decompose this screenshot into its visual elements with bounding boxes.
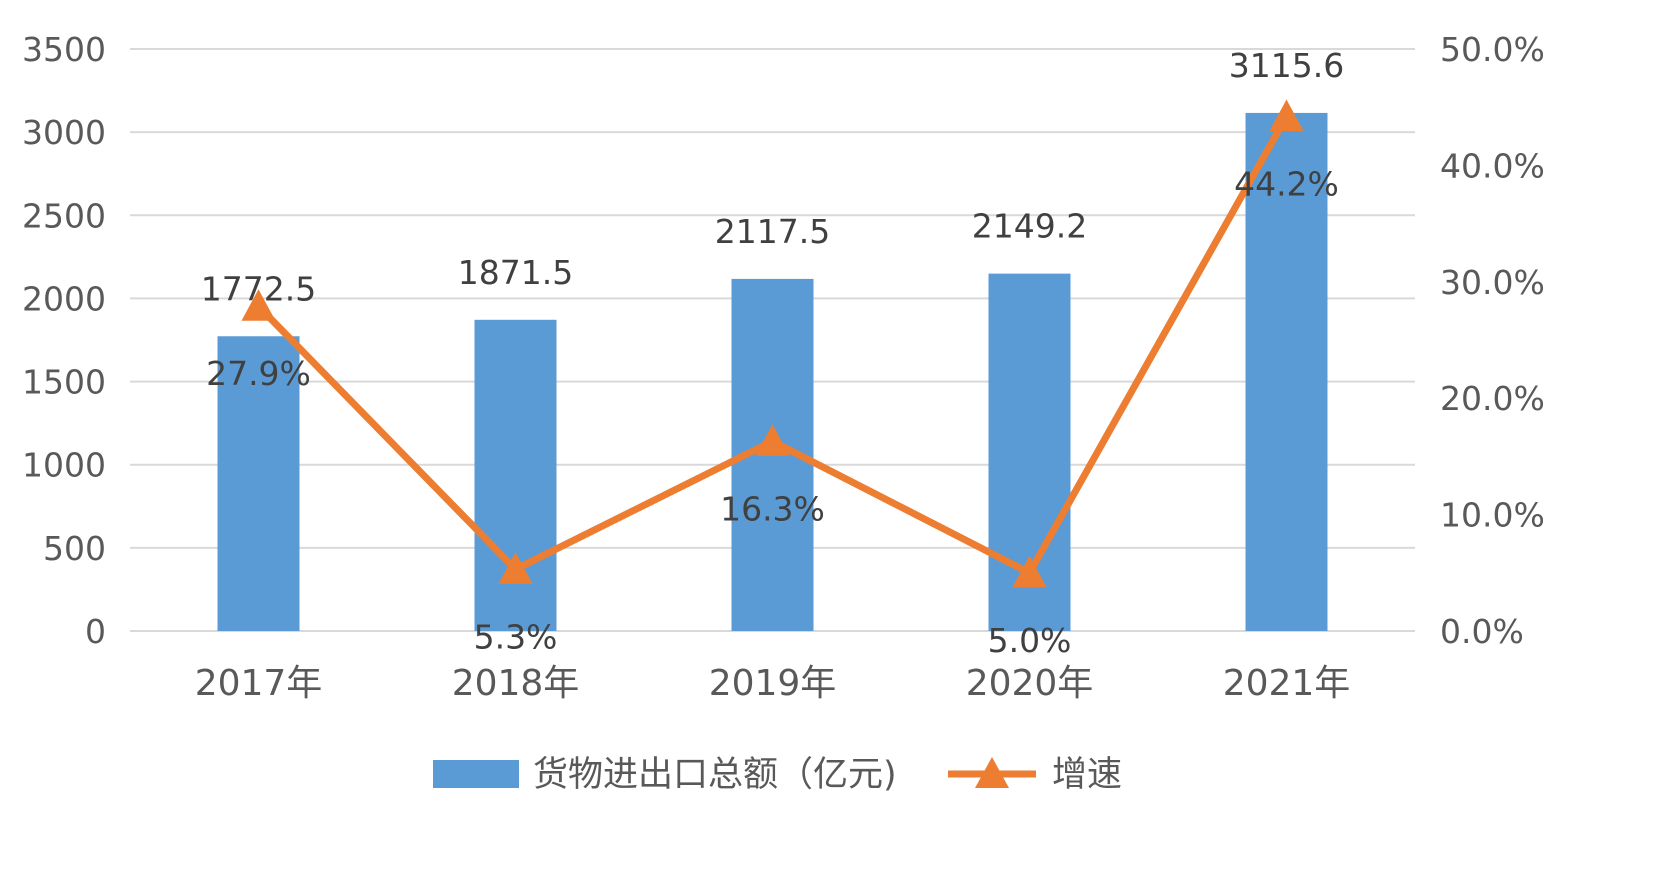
line-data-label: 44.2%: [1234, 165, 1339, 204]
x-tick-label: 2017年: [195, 663, 323, 704]
bar: [1245, 112, 1328, 631]
bar: [474, 319, 557, 631]
x-tick-label: 2018年: [452, 663, 580, 704]
y-left-tick-label: 0: [85, 612, 106, 651]
bar-data-label: 2149.2: [972, 207, 1087, 246]
y-left-tick-label: 1000: [22, 446, 106, 485]
line-data-label: 5.3%: [474, 617, 558, 656]
y-left-tick-label: 2000: [22, 279, 106, 318]
y-left-tick-label: 3000: [22, 113, 106, 152]
legend-label-line: 增速: [1052, 755, 1122, 795]
x-tick-label: 2019年: [709, 663, 837, 704]
bar-data-label: 3115.6: [1229, 46, 1344, 85]
y-right-tick-label: 0.0%: [1440, 612, 1524, 651]
y-right-tick-label: 10.0%: [1440, 496, 1545, 535]
y-left-tick-label: 2500: [22, 196, 106, 235]
y-right-tick-label: 30.0%: [1440, 263, 1545, 302]
legend-swatch-marker: [975, 757, 1009, 788]
line-marker: [1269, 99, 1304, 131]
y-right-tick-label: 50.0%: [1440, 30, 1545, 69]
y-right-tick-label: 40.0%: [1440, 146, 1545, 185]
line-marker: [755, 424, 790, 456]
y-left-tick-label: 500: [43, 529, 106, 568]
y-right-tick-label: 20.0%: [1440, 379, 1545, 418]
x-tick-label: 2020年: [966, 663, 1094, 704]
y-left-tick-label: 1500: [22, 363, 106, 402]
legend-swatch-bar: [433, 760, 519, 788]
line-marker: [241, 289, 276, 321]
legend-label-bar: 货物进出口总额（亿元): [533, 755, 897, 795]
line-marker: [1012, 555, 1047, 588]
x-tick-label: 2021年: [1223, 663, 1351, 704]
bar-data-label: 1871.5: [458, 253, 573, 292]
line-data-label: 5.0%: [988, 621, 1072, 660]
bar-data-label: 2117.5: [715, 212, 830, 251]
line-data-label: 27.9%: [206, 354, 311, 393]
y-left-tick-label: 3500: [22, 30, 106, 69]
line-data-label: 16.3%: [720, 489, 825, 528]
bar: [217, 336, 300, 631]
line-marker: [498, 552, 533, 584]
